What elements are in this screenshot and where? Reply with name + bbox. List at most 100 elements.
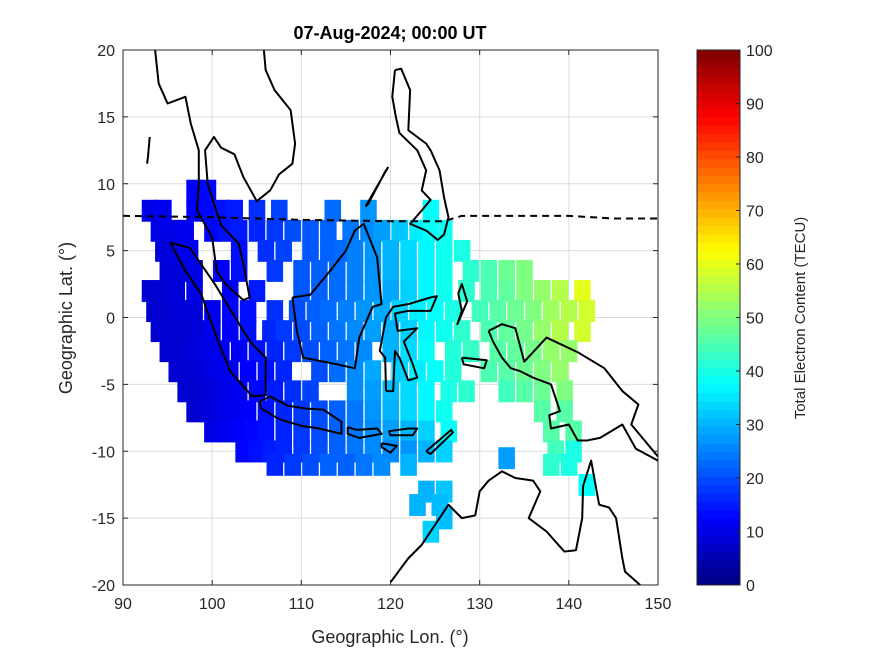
x-tick-label: 130 [466,596,493,613]
colorbar-swatch [697,509,740,519]
tec-cell [320,219,337,242]
colorbar-swatch [697,334,740,344]
y-tick-label: 20 [97,43,115,60]
colorbar-swatch [697,133,740,143]
tec-cell [422,219,440,242]
tec-cell [400,380,417,403]
tec-cell [525,300,542,323]
tec-cell [230,219,248,242]
tec-cell [373,453,391,476]
tec-cell [244,420,261,443]
tec-cell [311,360,328,383]
coastline [380,442,398,454]
x-tick-label: 140 [555,596,582,613]
colorbar-swatch [697,116,740,126]
colorbar-swatch [697,434,740,444]
colorbar-swatch [697,208,740,218]
colorbar-swatch [697,409,740,419]
coastline [487,330,658,462]
tec-cell [422,199,440,222]
tec-cell [164,219,181,242]
colorbar-swatch [697,275,740,285]
tec-cell [320,340,337,363]
tec-cell [141,199,159,222]
tec-cell [418,259,435,282]
tec-cell [293,259,310,282]
colorbar-label: Total Electron Content (TECU) [792,217,809,420]
tec-cell [235,440,252,463]
tec-cell [320,453,337,476]
tec-cell [435,320,453,343]
tec-cell [328,320,346,343]
tec-cell [239,300,257,323]
colorbar-swatch [697,309,740,318]
tec-cell [364,280,382,302]
tec-cell [542,300,560,323]
tec-cell [400,280,417,302]
tec-cell [346,420,364,443]
tec-cell [177,219,194,242]
tec-cell [360,199,377,222]
colorbar-swatch [697,367,740,377]
tec-cell [302,453,319,476]
tec-cell [288,300,306,323]
tec-cell [462,259,480,282]
tec-cell [311,420,328,443]
colorbar-swatch [697,568,740,578]
tec-cell [155,239,172,262]
colorbar-swatch [697,417,740,427]
colorbar-swatch [697,442,740,452]
tec-cell [275,320,293,343]
tec-cell [427,300,444,323]
tec-cell [574,320,591,343]
colorbar-swatch [697,91,740,101]
tec-cell [168,360,186,383]
tec-cell [516,320,533,343]
colorbar-swatch [697,58,740,68]
colorbar-swatch [697,108,740,118]
tec-cell [418,400,435,423]
tec-cell [213,259,230,282]
tec-cell [337,300,355,323]
tec-cell [337,340,355,363]
x-tick-label: 100 [199,596,226,613]
tec-cell [382,320,400,343]
colorbar-swatch [697,325,740,335]
tec-cell [507,300,524,323]
tec-cell [542,420,560,443]
tec-cell [435,259,453,282]
tec-cell [164,320,181,343]
tec-cell [226,400,243,423]
colorbar-tick-label: 100 [746,43,773,60]
colorbar-swatch [697,141,740,151]
tec-cell [324,199,342,222]
colorbar-swatch [697,125,740,135]
tec-cell [391,360,408,383]
colorbar-swatch [697,284,740,293]
coastline [488,323,658,458]
coastline [425,428,454,455]
tec-cell [418,340,435,363]
colorbar-swatch [697,518,740,527]
colorbar-swatch [697,242,740,252]
tec-cell [190,320,208,343]
tec-cell [257,239,275,262]
tec-cell [204,219,221,242]
tec-cell [556,400,573,423]
y-tick-label: 5 [106,244,115,261]
tec-cell [204,420,221,443]
tec-cell [534,360,551,383]
tec-cell [150,219,168,242]
x-tick-label: 150 [645,596,672,613]
tec-cell [342,219,359,242]
tec-cell [226,199,243,222]
colorbar-swatch [697,150,740,160]
tec-cell [266,300,284,323]
tec-cell [230,380,248,403]
tec-cell [266,219,284,242]
colorbar-swatch [697,459,740,469]
map-axes: 90 100 110 120 130 140 150 -20 -15 -10 -5 0 5 10 15 20 [92,43,672,613]
tec-cell [186,300,203,323]
tec-cell [364,320,382,343]
tec-cell [284,380,301,403]
